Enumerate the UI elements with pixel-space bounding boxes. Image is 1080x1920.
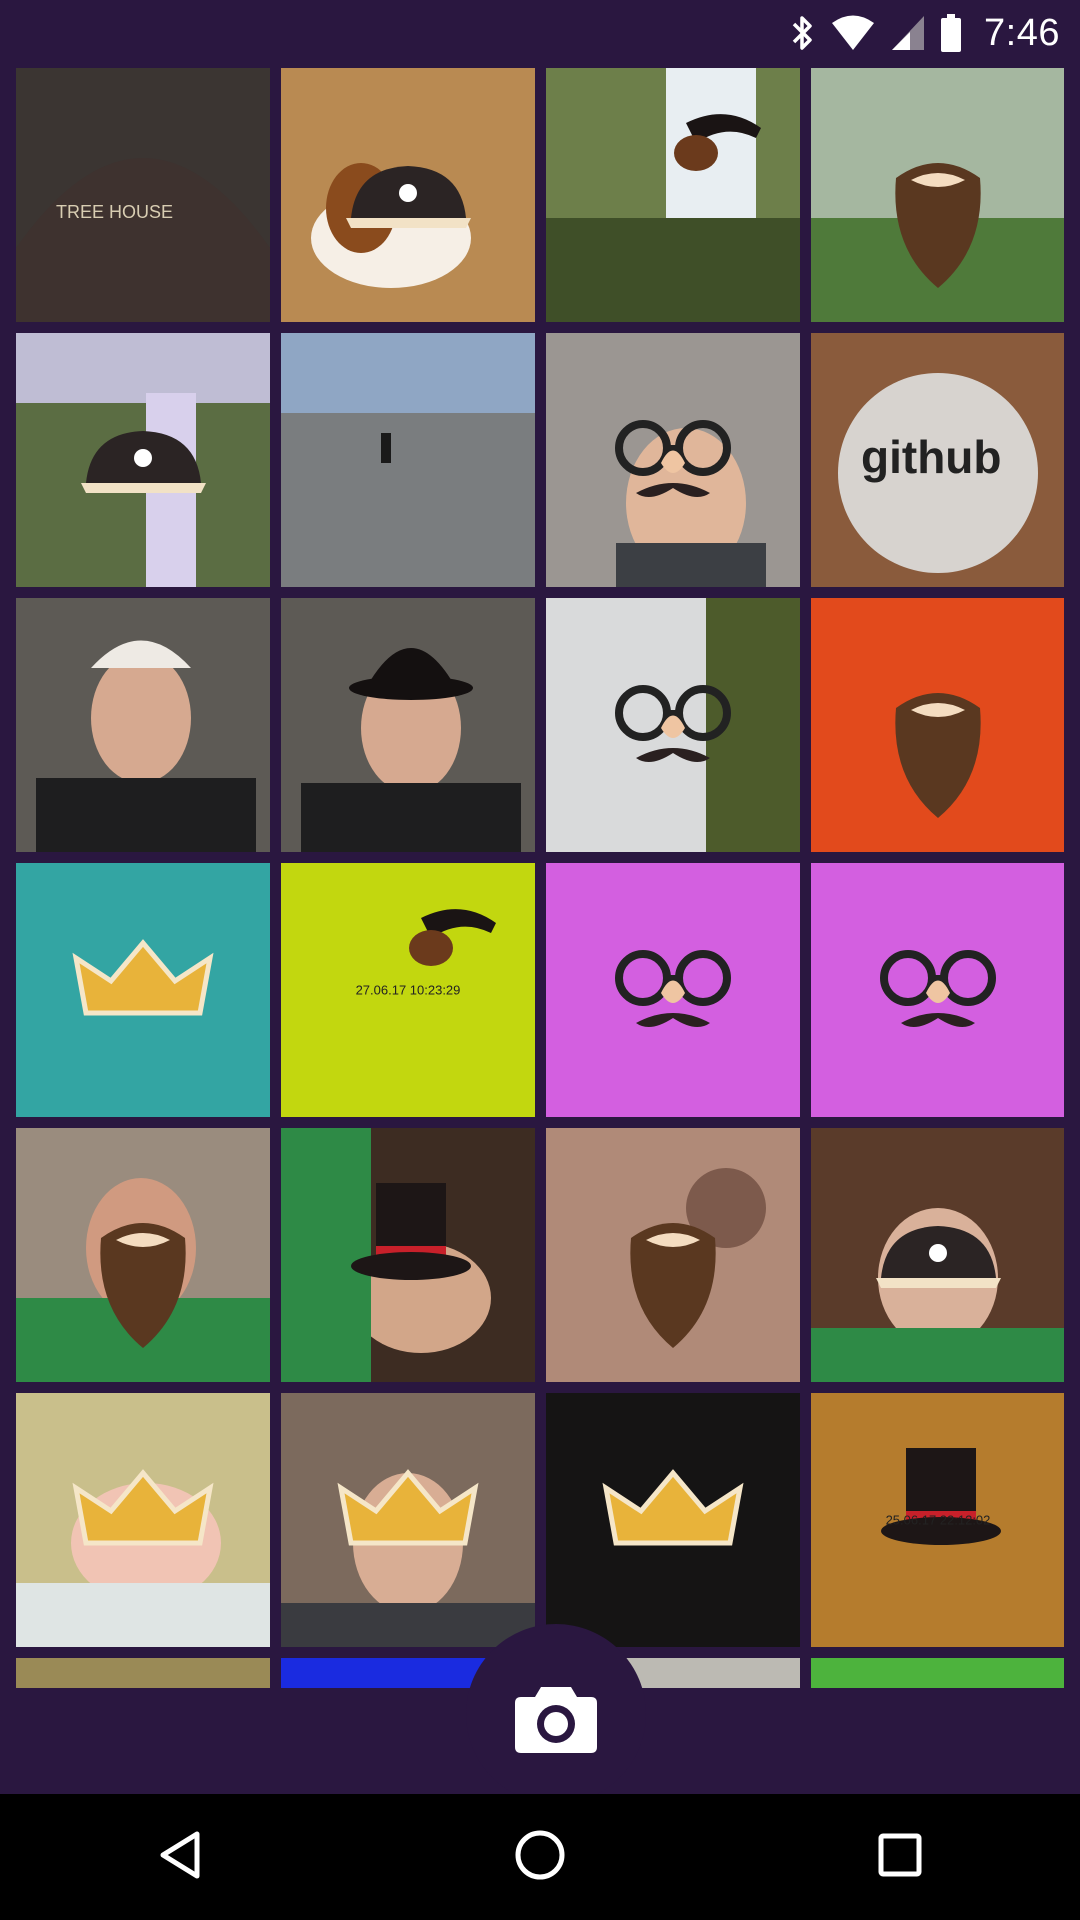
signal-icon xyxy=(890,14,926,52)
tile-image xyxy=(281,1128,535,1382)
photo-grid[interactable]: TREE HOUSE github 27.06.17 10:23:29 25.06.1… xyxy=(16,68,1064,1688)
grid-tile[interactable] xyxy=(281,1128,535,1382)
tile-image xyxy=(281,68,535,322)
tile-image xyxy=(546,1128,800,1382)
recents-button[interactable] xyxy=(840,1797,960,1917)
bluetooth-icon xyxy=(790,13,816,53)
camera-button[interactable] xyxy=(466,1624,646,1804)
grid-tile[interactable] xyxy=(546,1393,800,1647)
tile-image xyxy=(546,1393,800,1647)
back-button[interactable] xyxy=(120,1797,240,1917)
tile-image xyxy=(546,863,800,1117)
svg-text:github: github xyxy=(861,431,1002,483)
grid-tile[interactable] xyxy=(546,333,800,587)
grid-tile[interactable]: 27.06.17 10:23:29 xyxy=(281,863,535,1117)
grid-tile[interactable] xyxy=(16,333,270,587)
grid-tile[interactable] xyxy=(811,598,1064,852)
back-icon xyxy=(157,1830,203,1885)
tile-image xyxy=(546,598,800,852)
tile-image xyxy=(281,598,535,852)
grid-tile[interactable]: 25.06.17 22:12:02 xyxy=(811,1393,1064,1647)
grid-tile[interactable] xyxy=(16,1658,270,1688)
tile-image xyxy=(811,1658,1064,1688)
tile-image xyxy=(546,333,800,587)
grid-tile[interactable] xyxy=(546,1128,800,1382)
navigation-bar xyxy=(0,1794,1080,1920)
tile-image: github xyxy=(811,333,1064,587)
grid-tile[interactable] xyxy=(281,598,535,852)
tile-image xyxy=(16,1393,270,1647)
battery-icon xyxy=(940,13,962,53)
recents-icon xyxy=(877,1832,923,1883)
grid-tile[interactable] xyxy=(811,863,1064,1117)
grid-tile[interactable] xyxy=(811,1658,1064,1688)
tile-image xyxy=(811,863,1064,1117)
tile-image xyxy=(16,333,270,587)
grid-tile[interactable]: TREE HOUSE xyxy=(16,68,270,322)
grid-tile[interactable] xyxy=(281,333,535,587)
tile-image xyxy=(16,1658,270,1688)
tile-timestamp: 25.06.17 22:12:02 xyxy=(885,1512,991,1528)
grid-tile[interactable] xyxy=(16,863,270,1117)
tile-image xyxy=(811,1393,1064,1647)
tile-image xyxy=(281,333,535,587)
status-time: 7:46 xyxy=(984,11,1060,54)
grid-tile[interactable] xyxy=(811,68,1064,322)
grid-tile[interactable] xyxy=(546,598,800,852)
svg-text:TREE HOUSE: TREE HOUSE xyxy=(56,202,173,222)
tile-image xyxy=(16,863,270,1117)
tile-image xyxy=(546,68,800,322)
grid-tile[interactable] xyxy=(546,863,800,1117)
tile-image xyxy=(16,1128,270,1382)
tile-image xyxy=(811,598,1064,852)
home-button[interactable] xyxy=(480,1797,600,1917)
wifi-icon xyxy=(830,14,876,52)
grid-tile[interactable] xyxy=(281,68,535,322)
home-icon xyxy=(514,1829,566,1886)
status-bar: 7:46 xyxy=(0,0,1080,66)
tile-image xyxy=(811,68,1064,322)
grid-tile[interactable] xyxy=(811,1128,1064,1382)
grid-tile[interactable] xyxy=(546,68,800,322)
grid-tile[interactable] xyxy=(16,598,270,852)
tile-image xyxy=(281,1393,535,1647)
grid-tile[interactable] xyxy=(16,1128,270,1382)
tile-timestamp: 27.06.17 10:23:29 xyxy=(355,982,461,998)
tile-image xyxy=(281,863,535,1117)
grid-tile[interactable] xyxy=(16,1393,270,1647)
tile-image xyxy=(16,598,270,852)
tile-image: TREE HOUSE xyxy=(16,68,270,322)
tile-image xyxy=(811,1128,1064,1382)
grid-tile[interactable]: github xyxy=(811,333,1064,587)
grid-tile[interactable] xyxy=(281,1393,535,1647)
